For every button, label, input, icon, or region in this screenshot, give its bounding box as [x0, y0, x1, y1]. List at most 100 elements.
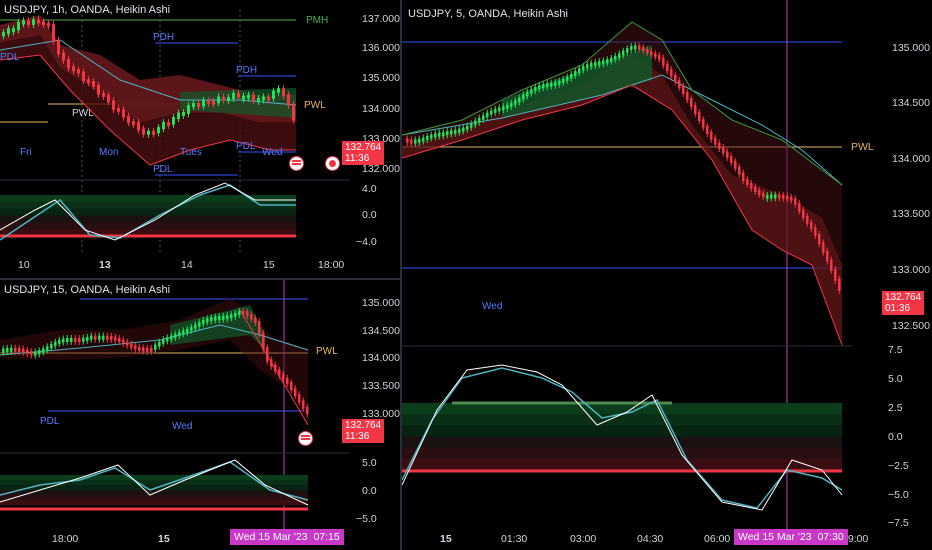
chart-5m-canvas[interactable] [402, 0, 932, 550]
candle [262, 332, 265, 350]
candle [766, 194, 769, 199]
oscillator-zone [402, 458, 842, 471]
candle [454, 129, 457, 134]
candle [127, 115, 130, 124]
candle [450, 130, 453, 135]
candle [614, 55, 617, 60]
time-tick: 04:30 [637, 533, 664, 545]
candle [598, 61, 601, 66]
price-tick: 132.500 [892, 320, 930, 332]
candle [57, 39, 60, 55]
candle [810, 221, 813, 230]
candle [227, 96, 230, 101]
candle [222, 96, 225, 101]
candle [762, 192, 765, 198]
trend-band [502, 45, 652, 118]
chart-15m-canvas[interactable] [0, 280, 400, 550]
candle [710, 131, 713, 140]
candle [746, 178, 749, 185]
candle [90, 335, 93, 340]
candle [438, 132, 441, 137]
candle [94, 335, 97, 340]
oscillator-zone [402, 403, 842, 415]
crosshair-time-label: Wed 15 Mar '23 07:15 [230, 529, 344, 545]
upper-envelope-line [402, 21, 843, 186]
candle [38, 350, 41, 355]
candle [157, 127, 160, 134]
chart-1h-canvas[interactable] [0, 0, 400, 278]
session-label: Wed [262, 147, 283, 158]
oscillator-zone [0, 222, 296, 230]
candle [192, 102, 195, 108]
us-flag-icon[interactable] [298, 431, 313, 446]
candle [277, 88, 280, 93]
candle [58, 339, 61, 344]
osc-tick: 0.0 [362, 209, 377, 221]
osc-tick: −5.0 [356, 513, 377, 525]
cursor-time: 07:30 [817, 531, 844, 543]
candle [152, 130, 155, 135]
time-tick: 15 [440, 533, 452, 545]
candle [698, 112, 701, 122]
price-tick: 133.500 [892, 208, 930, 220]
candle [12, 28, 15, 33]
last-price: 132.764 [885, 292, 922, 303]
candle [167, 122, 170, 127]
candle [706, 125, 709, 134]
candle [834, 268, 837, 281]
candle [62, 338, 65, 343]
oscillator-signal-line [0, 184, 296, 241]
candle [822, 242, 825, 253]
candle [202, 99, 205, 107]
chart-15m-pane[interactable]: USDJPY, 15, OANDA, Heikin Ashi 135.000 1… [0, 280, 400, 550]
candle [10, 347, 13, 352]
japan-flag-icon[interactable] [325, 156, 340, 171]
candle [174, 333, 177, 338]
chart-1h-pane[interactable]: USDJPY, 1h, OANDA, Heikin Ashi 137.000 1… [0, 0, 400, 278]
candle [294, 388, 297, 397]
candle [26, 349, 29, 354]
time-tick: 06:00 [704, 533, 731, 545]
chart-5m-pane[interactable]: USDJPY, 5, OANDA, Heikin Ashi 135.000 13… [402, 0, 932, 550]
candle [734, 161, 737, 169]
candle [30, 351, 33, 356]
osc-tick: −4.0 [356, 236, 377, 248]
candle [67, 58, 70, 69]
candle [72, 66, 75, 72]
candle [122, 109, 125, 118]
candle [570, 73, 573, 79]
pane-divider[interactable] [400, 0, 402, 550]
cursor-time: 07:15 [313, 531, 340, 543]
candle [466, 125, 469, 130]
candle [662, 57, 665, 66]
candle [426, 136, 429, 141]
candle [82, 337, 85, 342]
candle [802, 209, 805, 218]
chart-1h-title: USDJPY, 1h, OANDA, Heikin Ashi [4, 4, 171, 16]
last-price-badge: 132.764 01:36 [882, 291, 925, 315]
session-label: Mon [99, 147, 119, 158]
candle [66, 338, 69, 343]
candle [526, 91, 529, 97]
oscillator-signal-line [0, 461, 309, 501]
candle [582, 66, 585, 71]
candle [546, 83, 549, 88]
candle [770, 194, 773, 199]
candle [242, 310, 245, 315]
candle [254, 317, 257, 324]
price-tick: 133.000 [362, 408, 400, 420]
time-tick: 09:00 [842, 533, 869, 545]
oscillator-zone [0, 229, 296, 237]
candle [102, 335, 105, 340]
candle [210, 317, 213, 322]
us-flag-icon[interactable] [289, 156, 304, 171]
candle [726, 151, 729, 158]
candle [102, 92, 105, 97]
candle [518, 97, 521, 103]
pane-divider[interactable] [0, 278, 400, 280]
price-tick: 135.000 [362, 297, 400, 309]
candle [602, 60, 605, 65]
osc-tick: 5.0 [362, 457, 377, 469]
time-tick: 14 [181, 259, 193, 271]
candle [534, 86, 537, 92]
